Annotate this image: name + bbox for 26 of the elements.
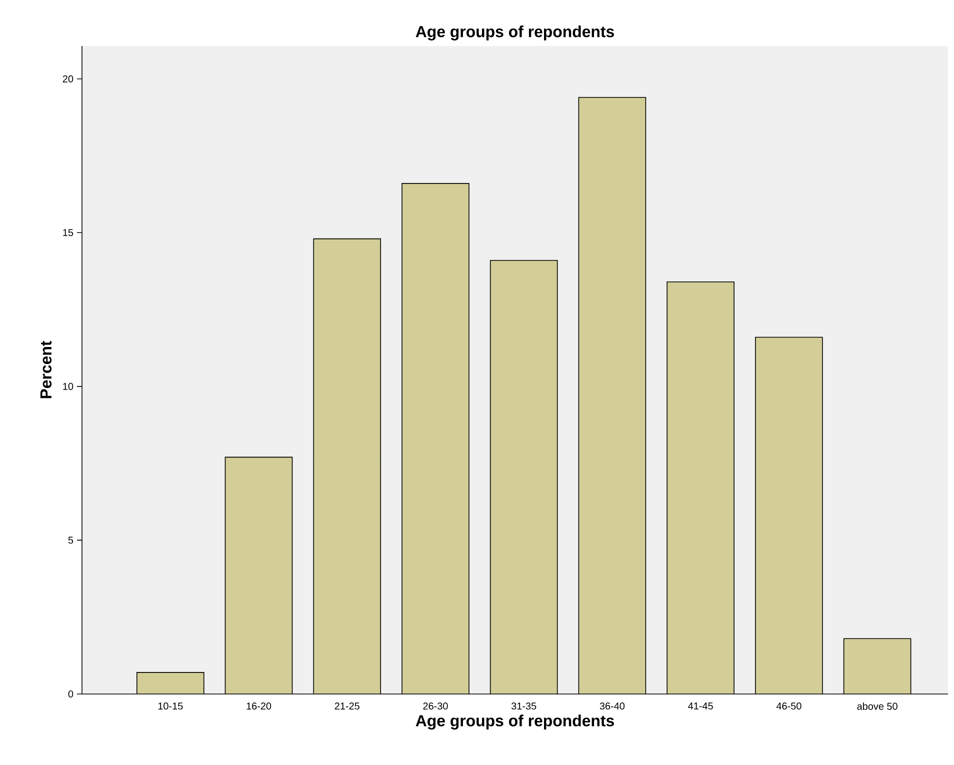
x-tick-label: 10-15 xyxy=(158,702,183,710)
bar xyxy=(225,457,292,694)
y-tick-label: 5 xyxy=(68,536,74,544)
bar xyxy=(755,337,822,694)
bar xyxy=(578,97,646,694)
bar xyxy=(490,260,558,694)
y-tick-label: 0 xyxy=(68,690,74,698)
bar xyxy=(314,238,381,694)
bar xyxy=(136,672,204,694)
x-tick-label: above 50 xyxy=(857,702,898,710)
bar xyxy=(667,282,734,694)
y-axis-title: Percent xyxy=(40,340,52,398)
y-tick-label: 10 xyxy=(63,382,74,390)
x-tick-label: 31-35 xyxy=(511,702,536,710)
bar xyxy=(402,183,469,694)
x-tick-label: 41-45 xyxy=(688,702,713,710)
bar xyxy=(843,638,912,694)
y-tick-label: 20 xyxy=(62,75,74,82)
x-tick-label: 36-40 xyxy=(600,702,625,710)
x-tick-label: 26-30 xyxy=(423,702,448,710)
chart-title: Age groups of repondents xyxy=(416,26,614,40)
x-tick-label: 21-25 xyxy=(334,702,360,710)
x-tick-label: 46-50 xyxy=(776,702,802,710)
x-axis-title: Age groups of repondents xyxy=(416,714,614,730)
y-tick-label: 15 xyxy=(63,229,74,236)
x-tick-label: 16-20 xyxy=(246,702,272,710)
